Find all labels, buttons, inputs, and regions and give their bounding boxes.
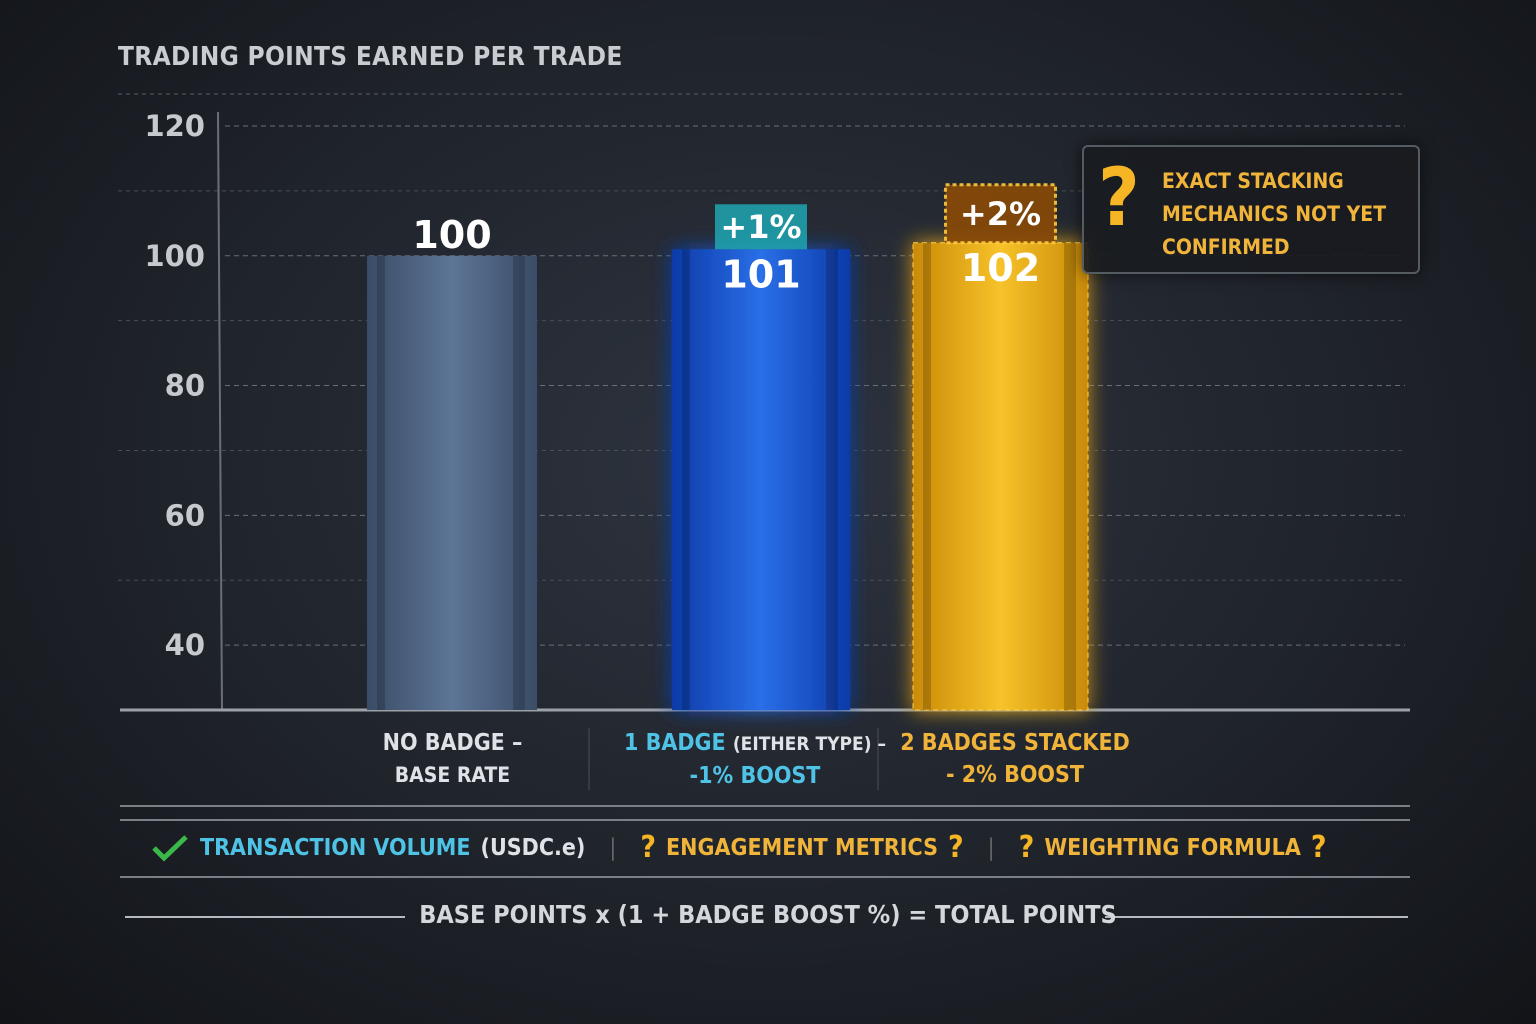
factor-weighting-formula: WEIGHTING FORMULA xyxy=(1044,834,1301,861)
category-label-two-badges: 2 BADGES STACKED - 2% BOOST xyxy=(885,727,1145,791)
boost-badge xyxy=(715,204,807,250)
y-tick-label: 120 xyxy=(144,109,205,143)
data-label: 100 xyxy=(412,213,491,257)
bar-edge-shade xyxy=(513,255,525,710)
y-tick-label: 60 xyxy=(165,498,205,532)
bar-edge-shade xyxy=(682,249,690,711)
formula-text: BASE POINTS x (1 + BADGE BOOST %) = TOTA… xyxy=(419,900,1117,929)
factor-transaction-volume: TRANSACTION VOLUME xyxy=(200,834,471,861)
y-tick-label: 40 xyxy=(165,628,205,662)
bar-1 xyxy=(672,249,850,711)
check-icon xyxy=(152,834,188,861)
category-label-line1: 2 BADGES xyxy=(900,730,1017,756)
category-label-line1b: STACKED xyxy=(1024,730,1130,756)
question-mark-icon: ? xyxy=(1310,830,1327,865)
category-label-no-badge: NO BADGE – BASE RATE xyxy=(330,727,575,791)
bar-edge-shade xyxy=(826,249,838,711)
category-label-qualifier: (EITHER TYPE) – xyxy=(732,733,887,755)
question-mark-icon: ? xyxy=(1018,830,1035,865)
factor-engagement-metrics: ENGAGEMENT METRICS xyxy=(666,834,938,861)
question-mark-icon: ? xyxy=(947,830,964,865)
y-axis xyxy=(217,111,223,711)
bar-edge-shade xyxy=(923,242,931,711)
category-label-line1: NO BADGE – xyxy=(382,730,523,756)
question-mark-icon: ? xyxy=(1098,151,1140,244)
stacking-callout: ? EXACT STACKING MECHANICS NOT YET CONFI… xyxy=(1082,145,1420,274)
bar-edge-shade xyxy=(1064,242,1076,711)
category-label-line2: -1% BOOST xyxy=(689,763,821,789)
bar-0 xyxy=(367,255,537,710)
boost-badge xyxy=(944,183,1057,245)
data-label: 101 xyxy=(721,252,800,296)
data-label: 102 xyxy=(961,246,1040,290)
category-label-line2: - 2% BOOST xyxy=(945,762,1085,788)
chart-title: TRADING POINTS EARNED PER TRADE xyxy=(118,42,623,72)
category-label-one-badge: 1 BADGE (EITHER TYPE) – -1% BOOST xyxy=(600,727,910,792)
y-tick-label: 100 xyxy=(144,239,205,273)
bar-2 xyxy=(912,242,1089,711)
category-label-line1: 1 BADGE xyxy=(623,730,726,756)
y-tick-label: 80 xyxy=(165,369,205,403)
boost-label: +1% xyxy=(720,208,801,246)
callout-text: EXACT STACKING MECHANICS NOT YET CONFIRM… xyxy=(1162,169,1387,259)
category-label-line2: BASE RATE xyxy=(394,763,511,787)
question-mark-icon: ? xyxy=(640,830,657,865)
formula: BASE POINTS x (1 + BADGE BOOST %) = TOTA… xyxy=(0,900,1536,929)
boost-label: +2% xyxy=(960,195,1041,233)
factors-row: TRANSACTION VOLUME (USDC.e) | ? ENGAGEME… xyxy=(150,830,1327,865)
factor-unit: (USDC.e) xyxy=(480,834,586,861)
bar-edge-shade xyxy=(377,255,385,710)
